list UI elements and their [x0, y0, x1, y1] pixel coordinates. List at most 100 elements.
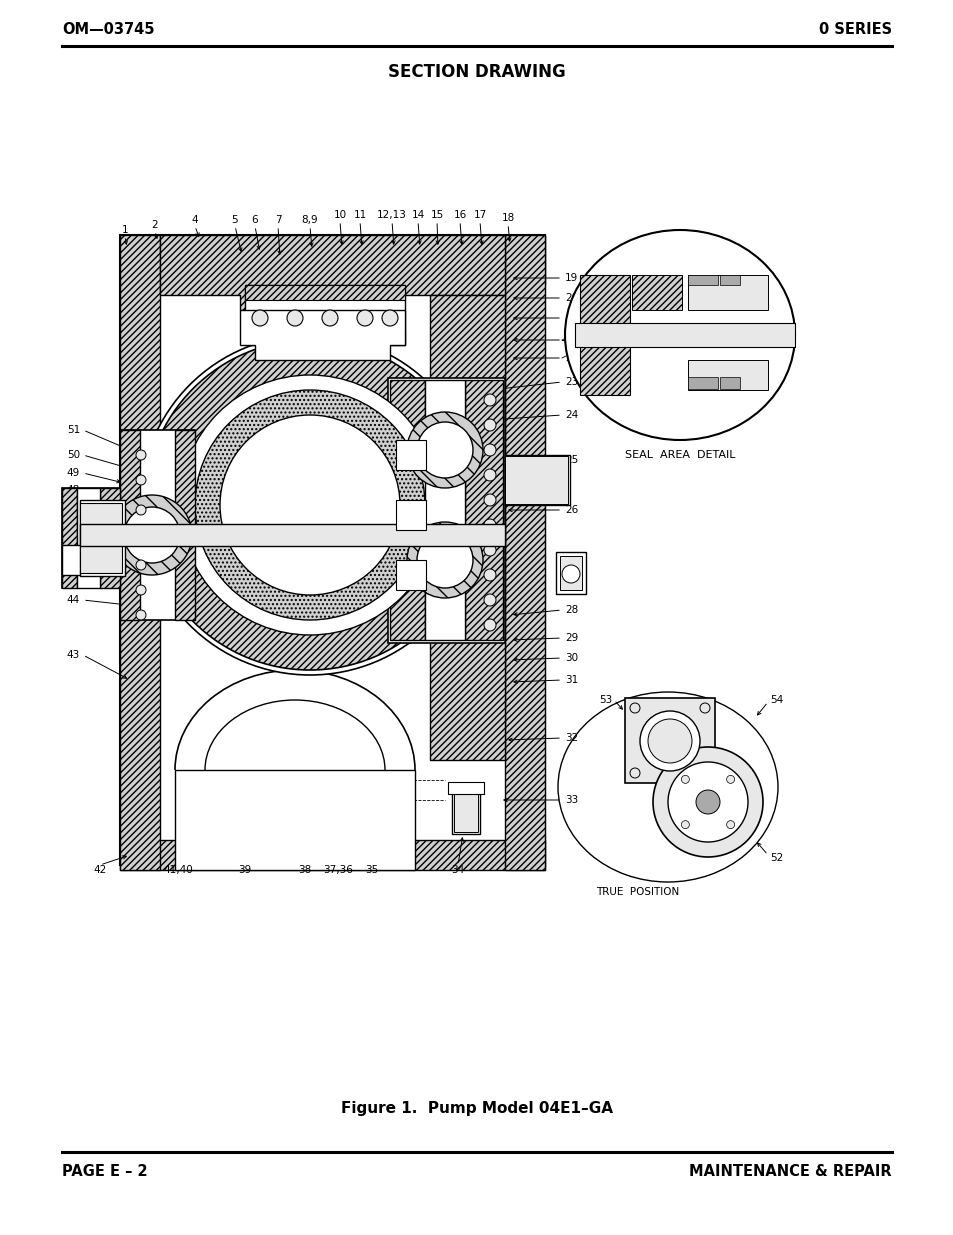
Bar [390, 380, 424, 640]
Circle shape [356, 310, 373, 326]
Circle shape [652, 747, 762, 857]
Circle shape [136, 475, 146, 485]
Circle shape [483, 569, 496, 580]
Text: MAINTENANCE & REPAIR: MAINTENANCE & REPAIR [689, 1165, 891, 1179]
Text: 16: 16 [453, 210, 466, 220]
Text: 12,13: 12,13 [376, 210, 407, 220]
Bar [454, 794, 477, 832]
Text: 31: 31 [564, 676, 578, 685]
Bar [62, 488, 120, 588]
Text: 19: 19 [564, 273, 578, 283]
Circle shape [136, 585, 146, 595]
Bar [62, 488, 77, 588]
Bar [80, 503, 122, 573]
Text: 11: 11 [353, 210, 366, 220]
Circle shape [629, 768, 639, 778]
Text: PAGE E – 2: PAGE E – 2 [62, 1165, 148, 1179]
Bar [245, 285, 405, 300]
Circle shape [322, 310, 337, 326]
Text: 43: 43 [67, 650, 80, 659]
Bar [624, 698, 714, 783]
Ellipse shape [190, 375, 430, 645]
Text: Figure 1.  Pump Model 04E1–GA: Figure 1. Pump Model 04E1–GA [340, 1100, 613, 1115]
Circle shape [483, 469, 496, 480]
Text: 32: 32 [564, 734, 578, 743]
Text: 21: 21 [564, 312, 578, 324]
Text: 33: 33 [564, 795, 578, 805]
Circle shape [180, 375, 439, 635]
Text: 3: 3 [564, 335, 571, 345]
Bar [80, 500, 125, 576]
Text: 49: 49 [67, 468, 80, 478]
Circle shape [483, 519, 496, 531]
Polygon shape [504, 235, 544, 869]
Bar [120, 430, 140, 620]
Bar [720, 377, 740, 389]
Text: SECTION DRAWING: SECTION DRAWING [388, 63, 565, 82]
Circle shape [287, 310, 303, 326]
Bar [687, 275, 767, 310]
Bar [245, 285, 405, 345]
Text: 20: 20 [564, 293, 578, 303]
Circle shape [483, 594, 496, 606]
Circle shape [726, 776, 734, 783]
Text: 53: 53 [598, 695, 612, 705]
Bar [448, 782, 483, 794]
Polygon shape [240, 310, 405, 359]
Circle shape [124, 508, 180, 563]
Text: 18: 18 [501, 212, 514, 224]
Text: OM—03745: OM—03745 [62, 22, 154, 37]
Polygon shape [160, 235, 504, 310]
Text: 4: 4 [192, 215, 198, 225]
Text: 34: 34 [451, 864, 464, 876]
Text: SEAL  AREA  DETAIL: SEAL AREA DETAIL [624, 450, 735, 459]
Bar [504, 454, 569, 505]
Circle shape [629, 703, 639, 713]
Bar [631, 275, 681, 310]
Text: 47: 47 [67, 505, 80, 515]
Bar [559, 556, 581, 590]
Bar [77, 488, 100, 588]
Circle shape [140, 335, 479, 676]
Text: 6: 6 [252, 215, 258, 225]
Text: 42: 42 [93, 864, 107, 876]
Circle shape [483, 394, 496, 406]
Text: 29: 29 [564, 634, 578, 643]
Circle shape [416, 532, 473, 588]
Polygon shape [120, 235, 160, 869]
Circle shape [145, 340, 475, 671]
Circle shape [136, 450, 146, 459]
Text: 44: 44 [67, 595, 80, 605]
Text: 22: 22 [564, 353, 578, 363]
Text: 39: 39 [238, 864, 252, 876]
Bar [424, 380, 464, 640]
Bar [120, 235, 544, 864]
Bar [452, 792, 479, 834]
Text: 54: 54 [769, 695, 782, 705]
Circle shape [561, 564, 579, 583]
Bar [687, 377, 718, 389]
Text: 26: 26 [564, 505, 578, 515]
Circle shape [407, 522, 482, 598]
Bar [556, 552, 585, 594]
Text: 45: 45 [67, 557, 80, 567]
Text: 2: 2 [152, 220, 158, 230]
Circle shape [696, 790, 720, 814]
Circle shape [112, 495, 192, 576]
Text: 28: 28 [564, 605, 578, 615]
Bar [174, 430, 194, 620]
Circle shape [483, 445, 496, 456]
Text: 38: 38 [298, 864, 312, 876]
Bar [395, 440, 426, 471]
Circle shape [416, 422, 473, 478]
Bar [100, 488, 120, 588]
Circle shape [700, 768, 709, 778]
Circle shape [647, 719, 691, 763]
Polygon shape [579, 275, 629, 395]
Text: 23: 23 [564, 377, 578, 387]
Bar [464, 380, 502, 640]
Circle shape [483, 494, 496, 506]
Text: TRUE  POSITION: TRUE POSITION [596, 887, 679, 897]
Bar [80, 524, 504, 546]
Circle shape [136, 610, 146, 620]
